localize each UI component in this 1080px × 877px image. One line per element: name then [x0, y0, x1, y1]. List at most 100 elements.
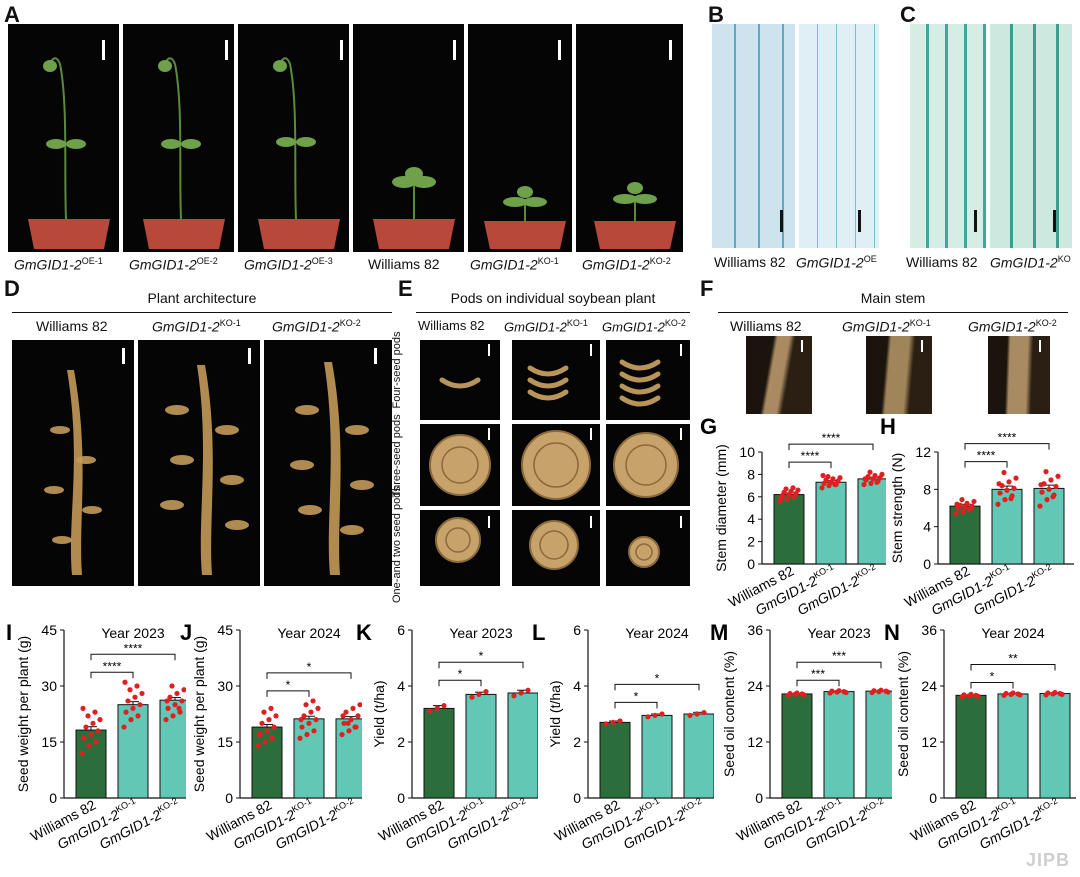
data-point: [1008, 496, 1014, 502]
data-point: [271, 724, 277, 730]
bar: [641, 714, 673, 799]
significance-bracket: [964, 461, 1008, 468]
y-tick-label: 0: [573, 790, 581, 806]
col-d-ko1: GmGID1-2KO-1: [152, 318, 241, 335]
data-point: [960, 509, 966, 515]
data-point: [1011, 485, 1017, 491]
col-e-ko1: GmGID1-2KO-1: [504, 318, 588, 335]
data-point: [968, 691, 974, 697]
bar: [781, 693, 813, 799]
data-point: [1045, 690, 1051, 696]
panel-label-e: E: [398, 276, 413, 301]
data-point: [341, 720, 347, 726]
data-point: [266, 717, 272, 723]
data-point: [996, 481, 1002, 487]
data-point: [795, 487, 801, 493]
data-point: [95, 728, 101, 734]
data-point: [169, 683, 175, 689]
data-point: [878, 687, 884, 693]
photo-a-2: [123, 24, 234, 252]
scale-bar-f-1: [801, 340, 803, 352]
caption-b-wt: Williams 82: [714, 254, 786, 270]
data-point: [122, 679, 128, 685]
y-axis-label: Yield (t/ha): [371, 680, 387, 747]
data-point: [80, 705, 86, 711]
data-point: [1048, 477, 1054, 483]
data-point: [694, 711, 700, 717]
y-tick-label: 2: [397, 734, 405, 750]
significance-bracket: [614, 701, 658, 709]
data-point: [128, 717, 134, 723]
data-point: [687, 712, 693, 718]
data-point: [139, 690, 145, 697]
chart-j: J Year 2024 0 15 30 45 Seed weight per plant (…: [180, 620, 362, 852]
data-point: [1037, 503, 1043, 509]
data-point: [832, 481, 838, 488]
data-point: [645, 714, 651, 720]
panel-label: M: [710, 620, 728, 645]
significance-label: *: [286, 678, 291, 692]
scale-bar-c-1: [974, 210, 977, 232]
data-point: [79, 750, 85, 756]
significance-bracket: [614, 683, 700, 691]
data-point: [268, 705, 274, 711]
panel-label: K: [356, 620, 372, 645]
data-point: [255, 743, 261, 749]
data-point: [345, 720, 351, 726]
data-point: [299, 724, 305, 730]
caption-a-6: GmGID1-2KO-2: [582, 256, 671, 273]
scale-bar-a-2: [225, 40, 228, 60]
y-tick-label: 45: [41, 622, 57, 638]
data-point: [476, 691, 482, 697]
data-point: [778, 495, 784, 501]
data-point: [1053, 483, 1059, 490]
significance-label: ****: [822, 431, 841, 445]
scale-bar-c-2: [1053, 210, 1056, 232]
data-point: [959, 497, 965, 503]
row-e-four: Four-seed pods: [391, 331, 403, 409]
data-point: [311, 728, 317, 734]
data-point: [868, 480, 874, 486]
data-point: [885, 689, 891, 695]
data-point: [603, 721, 609, 727]
y-tick-label: 2: [573, 734, 581, 750]
bar: [823, 691, 855, 799]
scale-bar-d-1: [122, 348, 125, 364]
title-e: Pods on individual soybean plant: [450, 290, 656, 306]
data-point: [652, 712, 658, 718]
y-tick-label: 8: [923, 481, 931, 497]
data-point: [167, 694, 173, 700]
data-point: [340, 713, 346, 719]
panel-label: G: [700, 414, 717, 439]
data-point: [784, 496, 790, 502]
data-point: [1044, 497, 1050, 503]
scale-bar-a-4: [453, 40, 456, 60]
data-point: [843, 689, 849, 696]
data-point: [123, 709, 129, 715]
data-point: [308, 709, 314, 715]
y-tick-label: 12: [921, 734, 937, 750]
chart-i: I Year 2023 0 15 30 45 Seed weight per plant (…: [6, 620, 186, 852]
y-tick-label: 15: [41, 734, 57, 750]
data-point: [872, 472, 878, 479]
chart-title: Year 2023: [101, 625, 165, 641]
photo-e-four-wt: [420, 340, 500, 420]
data-point: [174, 690, 180, 697]
data-point: [352, 724, 358, 730]
data-point: [971, 498, 977, 505]
significance-bracket: [964, 443, 1050, 450]
data-point: [346, 728, 352, 734]
data-point: [301, 713, 307, 719]
photo-a-1: [8, 24, 119, 252]
row-e-onetwo: One-and two seed pods: [391, 486, 403, 603]
data-point: [1039, 489, 1045, 495]
data-point: [170, 713, 176, 719]
scale-bar-e-3: [680, 344, 682, 356]
significance-label: ****: [977, 449, 996, 463]
scale-bar-a-3: [340, 40, 343, 60]
bar: [293, 718, 325, 799]
col-d-ko2: GmGID1-2KO-2: [272, 318, 361, 335]
scale-bar-e-6: [680, 428, 682, 440]
